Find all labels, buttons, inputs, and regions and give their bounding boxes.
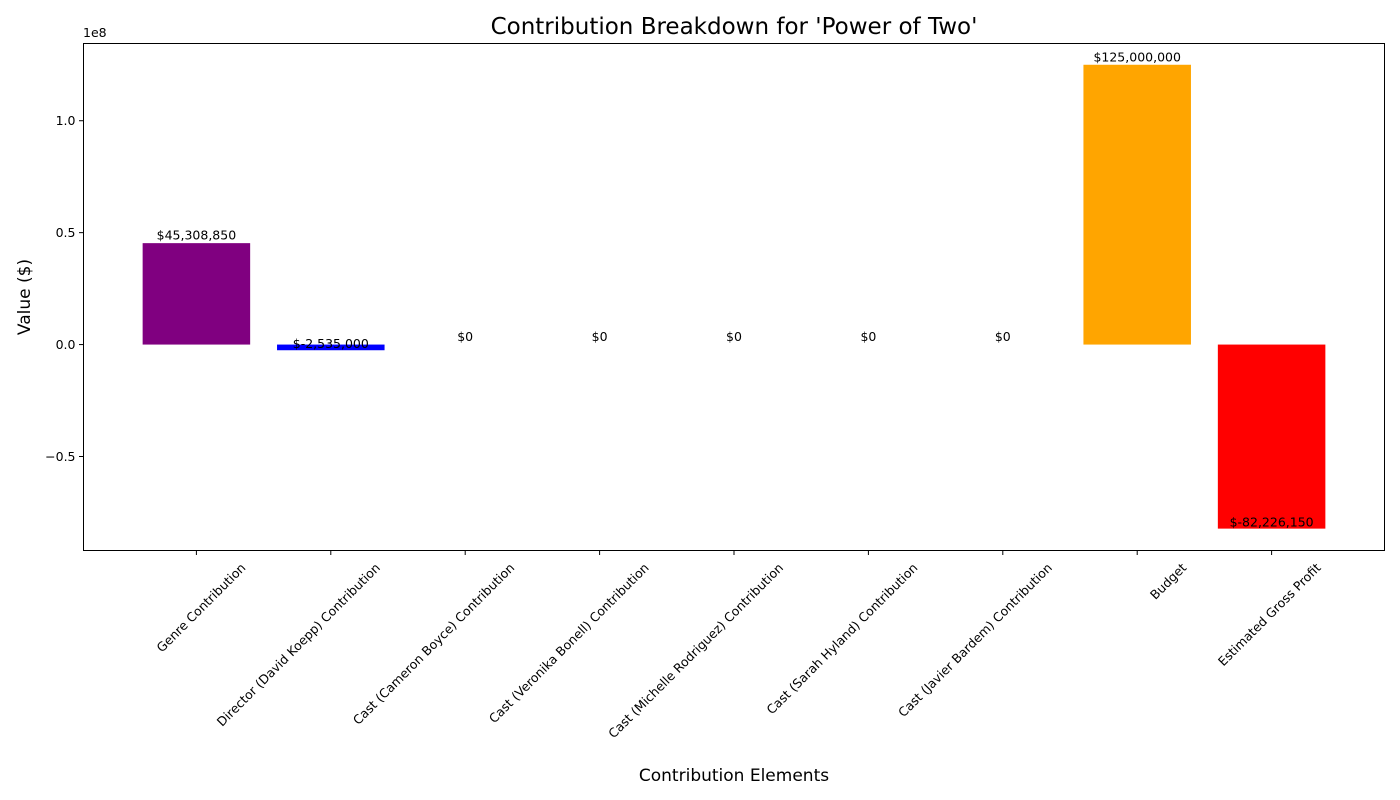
y-tick-label: 1.0 [56,113,76,128]
y-axis-offset-label: 1e8 [83,25,107,40]
bar-value-label: $45,308,850 [157,228,237,243]
x-tick-label: Cast (Sarah Hyland) Contribution [763,560,920,717]
bar-value-label: $0 [457,329,473,344]
plot-frame [83,43,1385,551]
x-tick-label: Cast (Javier Bardem) Contribution [895,560,1055,720]
x-axis-label: Contribution Elements [639,766,829,786]
bar [142,243,251,345]
x-tick-label: Cast (Cameron Boyce) Contribution [350,560,518,728]
bar-value-label: $-82,226,150 [1230,515,1314,530]
bar-value-label: $125,000,000 [1093,49,1181,64]
bar-value-label: $0 [860,329,876,344]
bar [277,344,385,351]
bar-value-label: $-2,535,000 [293,336,369,351]
x-tick-label: Estimated Gross Profit [1215,560,1324,669]
y-axis-label: Value ($) [15,259,35,335]
bar-value-label: $0 [726,329,742,344]
y-tick-label: 0.5 [56,225,76,240]
y-tick-label: 0.0 [56,337,76,352]
x-tick-label: Cast (Veronika Bonell) Contribution [486,560,652,726]
y-tick-label: −0.5 [45,449,75,464]
bar-value-label: $0 [995,329,1011,344]
chart-title: Contribution Breakdown for 'Power of Two… [491,14,978,40]
x-tick-label: Budget [1147,560,1189,602]
bar-value-label: $0 [592,329,608,344]
plot-area: −0.5 0.0 0.5 1.0 $45,308,850 Genre Contributi… [45,49,1326,741]
bar [1083,64,1191,345]
x-tick-label: Director (David Koepp) Contribution [214,560,383,729]
bar [1217,344,1326,529]
x-tick-label: Genre Contribution [153,560,248,655]
